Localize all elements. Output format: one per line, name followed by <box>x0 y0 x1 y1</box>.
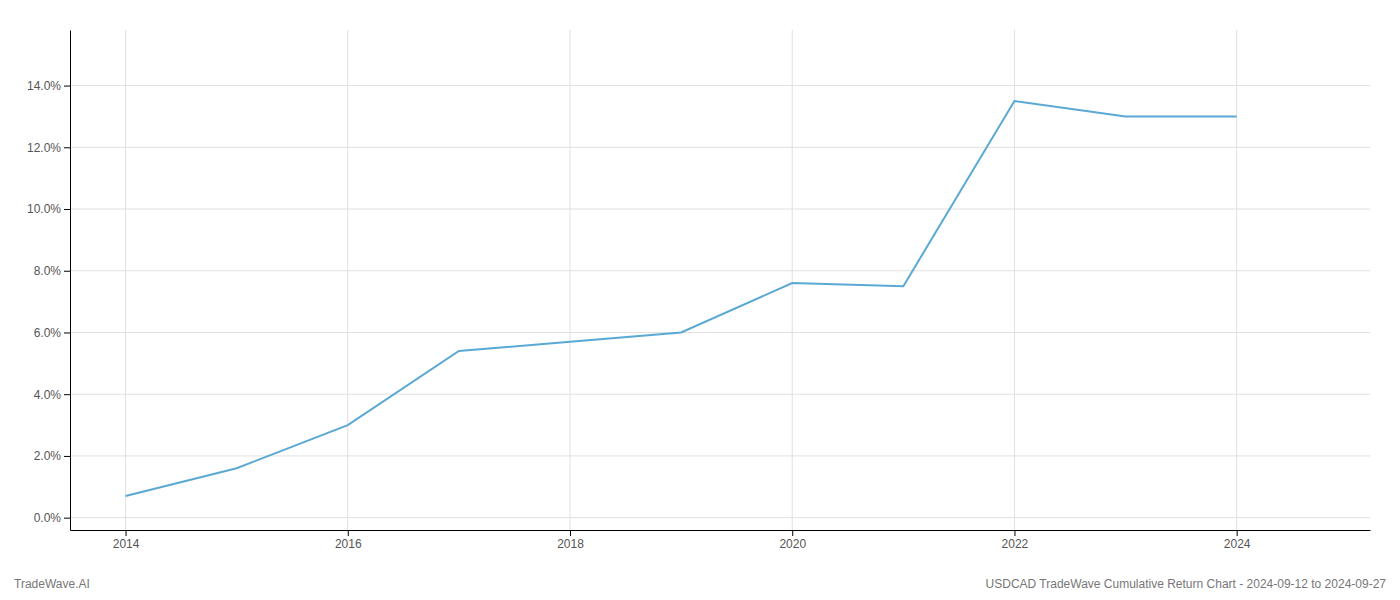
x-tick: 2020 <box>779 530 806 551</box>
x-tick: 2018 <box>557 530 584 551</box>
grid-line <box>70 270 1370 271</box>
x-axis-line <box>71 530 1371 531</box>
y-axis: 0.0% 2.0% 4.0% 6.0% 8.0% 10.0% 12.0% 14.0% <box>27 31 71 531</box>
y-tick: 0.0% <box>34 511 70 525</box>
y-tick-mark <box>64 271 70 272</box>
x-tick-label: 2022 <box>1002 537 1029 551</box>
footer-text: USDCAD TradeWave Cumulative Return Chart… <box>986 577 1387 591</box>
grid-line <box>70 394 1370 395</box>
footer-text: TradeWave.AI <box>14 577 90 591</box>
y-tick: 10.0% <box>27 202 70 216</box>
grid-line <box>792 30 793 530</box>
y-tick: 14.0% <box>27 79 70 93</box>
y-tick: 12.0% <box>27 141 70 155</box>
grid-line <box>1014 30 1015 530</box>
y-tick-label: 8.0% <box>34 264 62 278</box>
y-tick-mark <box>64 518 70 519</box>
y-tick-mark <box>64 394 70 395</box>
grid-line <box>1236 30 1237 530</box>
x-tick: 2024 <box>1224 530 1251 551</box>
x-tick: 2014 <box>113 530 140 551</box>
y-tick: 6.0% <box>34 326 70 340</box>
y-tick-label: 12.0% <box>27 141 61 155</box>
y-tick-mark <box>64 456 70 457</box>
y-tick-label: 14.0% <box>27 79 61 93</box>
grid <box>70 30 1370 530</box>
x-tick-mark <box>348 530 349 536</box>
x-tick-label: 2016 <box>335 537 362 551</box>
plot: 2014 2016 2018 2020 2022 2024 0.0% 2.0% 4.0% 6.0%… <box>27 30 1371 551</box>
x-tick: 2016 <box>335 530 362 551</box>
x-tick-label: 2014 <box>113 537 140 551</box>
y-tick-label: 2.0% <box>34 449 62 463</box>
x-tick-mark <box>1237 530 1238 536</box>
y-tick: 4.0% <box>34 388 70 402</box>
y-axis-line <box>70 31 71 531</box>
y-tick-label: 0.0% <box>34 511 62 525</box>
grid-line <box>70 332 1370 333</box>
y-tick-label: 6.0% <box>34 326 62 340</box>
x-tick: 2022 <box>1002 530 1029 551</box>
y-tick-mark <box>64 332 70 333</box>
x-tick-mark <box>792 530 793 536</box>
grid-line <box>570 30 571 530</box>
y-tick: 8.0% <box>34 264 70 278</box>
x-axis: 2014 2016 2018 2020 2022 2024 <box>71 530 1371 551</box>
grid-line <box>70 147 1370 148</box>
chart: 2014 2016 2018 2020 2022 2024 0.0% 2.0% 4.0% 6.0%… <box>0 0 1400 600</box>
grid-line <box>70 209 1370 210</box>
grid-line <box>125 30 126 530</box>
line <box>126 101 1237 496</box>
y-tick-label: 10.0% <box>27 202 61 216</box>
y-tick-label: 4.0% <box>34 388 62 402</box>
x-tick-label: 2020 <box>779 537 806 551</box>
grid-line <box>70 85 1370 86</box>
y-tick-mark <box>64 86 70 87</box>
marks <box>126 101 1237 496</box>
x-tick-label: 2018 <box>557 537 584 551</box>
grid-line <box>347 30 348 530</box>
y-tick: 2.0% <box>34 449 70 463</box>
x-tick-mark <box>126 530 127 536</box>
grid-line <box>70 517 1370 518</box>
x-tick-label: 2024 <box>1224 537 1251 551</box>
y-tick-mark <box>64 209 70 210</box>
x-tick-mark <box>570 530 571 536</box>
y-tick-mark <box>64 147 70 148</box>
x-tick-mark <box>1014 530 1015 536</box>
